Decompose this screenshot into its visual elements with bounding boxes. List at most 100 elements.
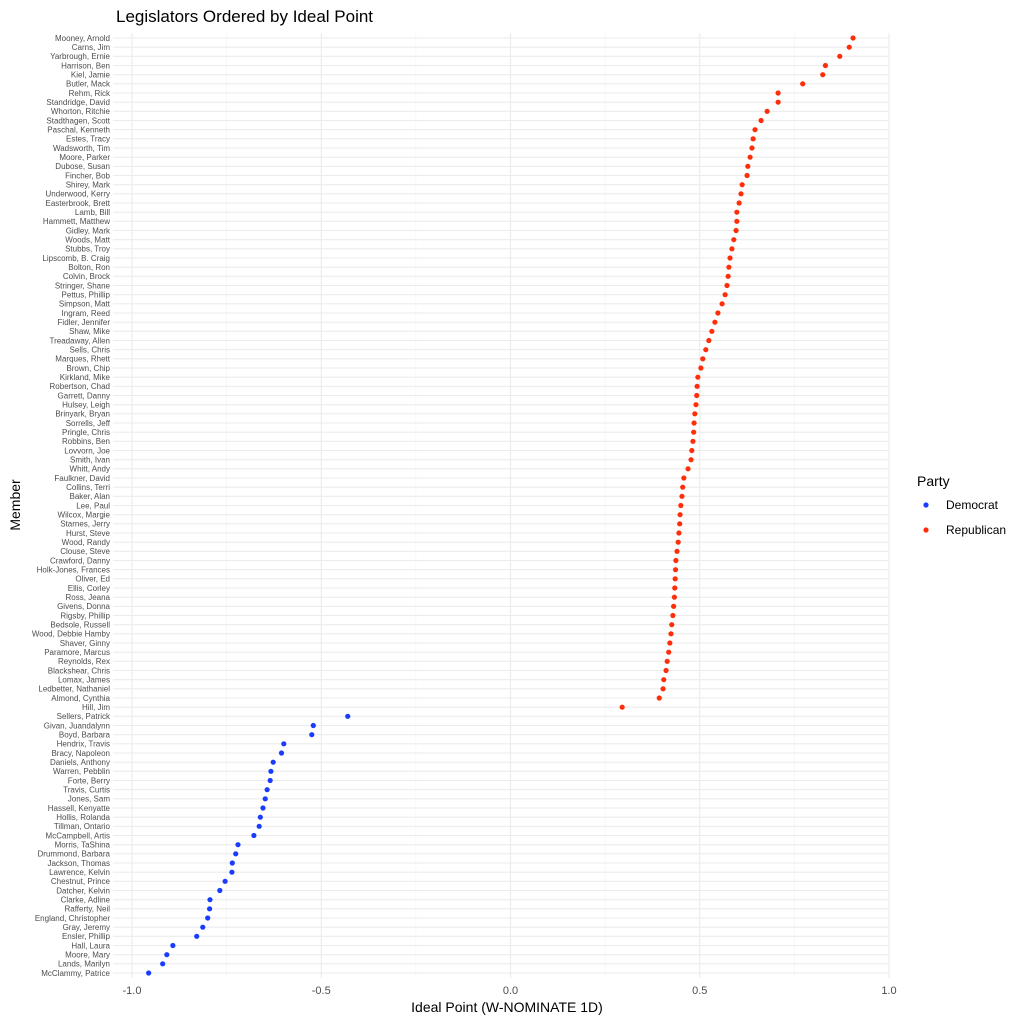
y-tick-label: Harrison, Ben	[61, 61, 110, 70]
y-tick-label: Clouse, Steve	[60, 547, 110, 556]
data-point	[663, 667, 669, 674]
data-point	[257, 814, 263, 820]
y-tick-label: Moore, Mary	[65, 950, 110, 959]
y-tick-label: Travis, Curtis	[63, 785, 110, 794]
y-tick-label: Collins, Terri	[66, 483, 110, 492]
y-tick-label: Carns, Jim	[72, 43, 111, 52]
y-tick-label: Standridge, David	[46, 98, 110, 107]
x-tick-label: 1.0	[881, 985, 896, 997]
y-tick-label: Wood, Debbie Hamby	[32, 630, 110, 639]
data-point	[694, 383, 700, 389]
y-tick-label: Simpson, Matt	[59, 300, 111, 309]
y-tick-label: Bolton, Ron	[68, 263, 110, 272]
data-point	[310, 722, 316, 729]
y-tick-label: Shaw, Mike	[69, 327, 110, 336]
y-tick-label: Easterbrook, Brett	[46, 199, 111, 208]
y-tick-label: Robertson, Chad	[50, 382, 110, 391]
data-point	[674, 548, 680, 554]
y-tick-label: Almond, Cynthia	[51, 694, 110, 703]
data-point	[217, 887, 223, 894]
data-point	[677, 521, 683, 527]
data-point	[667, 640, 673, 646]
data-point	[850, 35, 856, 41]
data-point	[800, 81, 806, 87]
data-point	[267, 777, 273, 784]
data-point	[160, 961, 166, 967]
y-tick-label: Lamb, Bill	[75, 208, 110, 217]
data-point	[690, 438, 696, 444]
y-tick-label: Crawford, Danny	[50, 556, 110, 565]
data-point	[200, 924, 206, 930]
legend-label-democrat: Democrat	[946, 498, 999, 512]
data-point	[822, 62, 829, 69]
data-point	[694, 392, 700, 399]
data-point	[775, 90, 781, 96]
y-tick-label: Hall, Laura	[71, 941, 110, 950]
y-tick-label: Gray, Jeremy	[63, 923, 110, 932]
y-tick-label: Wilcox, Margie	[58, 510, 111, 519]
data-point	[693, 402, 699, 408]
y-tick-label: Lovvorn, Joe	[64, 446, 110, 455]
y-tick-label: Lands, Marilyn	[58, 960, 110, 969]
data-point	[281, 741, 287, 747]
y-tick-label: Ingram, Reed	[62, 309, 110, 318]
data-point	[752, 127, 758, 133]
data-point	[207, 897, 213, 903]
y-tick-label: Reynolds, Rex	[58, 657, 110, 666]
y-tick-label: Paramore, Marcus	[44, 648, 110, 657]
data-point	[688, 457, 694, 463]
data-point	[676, 530, 682, 536]
y-tick-label: Pringle, Chris	[62, 428, 110, 437]
y-tick-label: McClammy, Patrice	[41, 969, 110, 978]
y-tick-label: Colvin, Brock	[63, 272, 111, 281]
y-tick-label: Ensler, Phillip	[62, 932, 111, 941]
x-tick-label: -0.5	[312, 985, 331, 997]
y-tick-label: Sorrells, Jeff	[66, 419, 111, 428]
y-tick-label: Hendrix, Travis	[57, 740, 110, 749]
data-point	[738, 191, 744, 197]
y-tick-label: Hammett, Matthew	[43, 217, 110, 226]
data-point	[731, 237, 737, 243]
y-tick-label: Tillman, Ontario	[54, 822, 111, 831]
data-point	[678, 502, 684, 509]
data-point	[345, 713, 351, 719]
data-point	[709, 328, 715, 334]
data-point	[749, 145, 755, 151]
data-point	[668, 631, 674, 637]
y-tick-label: Datcher, Kelvin	[56, 886, 110, 895]
data-point	[222, 878, 228, 884]
y-tick-label: Rigsby, Phillip	[60, 611, 110, 620]
data-point	[229, 860, 235, 866]
data-point	[656, 695, 662, 701]
data-point	[745, 163, 751, 169]
y-tick-label: Ledbetter, Nathaniel	[38, 685, 110, 694]
y-tick-label: Mooney, Arnold	[55, 34, 110, 43]
data-point	[736, 200, 742, 206]
data-point	[691, 420, 697, 426]
y-tick-label: Robbins, Ben	[62, 437, 110, 446]
y-tick-label: Marques, Rhett	[55, 355, 110, 364]
y-tick-label: Rehm, Rick	[69, 89, 111, 98]
data-point	[698, 365, 704, 371]
y-tick-label: Clarke, Adline	[61, 895, 111, 904]
data-point	[146, 970, 152, 976]
y-tick-label: Bracy, Napoleon	[51, 749, 110, 758]
data-point	[270, 759, 276, 765]
data-point	[719, 301, 725, 307]
y-tick-label: Drummond, Barbara	[38, 850, 111, 859]
legend: Party Democrat Republican	[917, 473, 1006, 537]
data-point	[235, 842, 241, 848]
data-point	[672, 567, 679, 573]
x-tick-labels: -1.0 -0.5 0.0 0.5 1.0	[123, 985, 897, 997]
data-point	[727, 255, 733, 261]
data-point	[750, 136, 756, 142]
data-point	[260, 805, 266, 811]
data-point	[820, 72, 826, 78]
data-point	[734, 218, 740, 224]
data-point	[747, 154, 753, 160]
y-tick-label: Butler, Mack	[66, 80, 111, 89]
legend-key-republican	[923, 527, 929, 533]
data-point	[681, 475, 687, 481]
y-tick-label: Warren, Pebblin	[53, 767, 110, 776]
y-tick-label: Wadsworth, Tim	[53, 144, 110, 153]
